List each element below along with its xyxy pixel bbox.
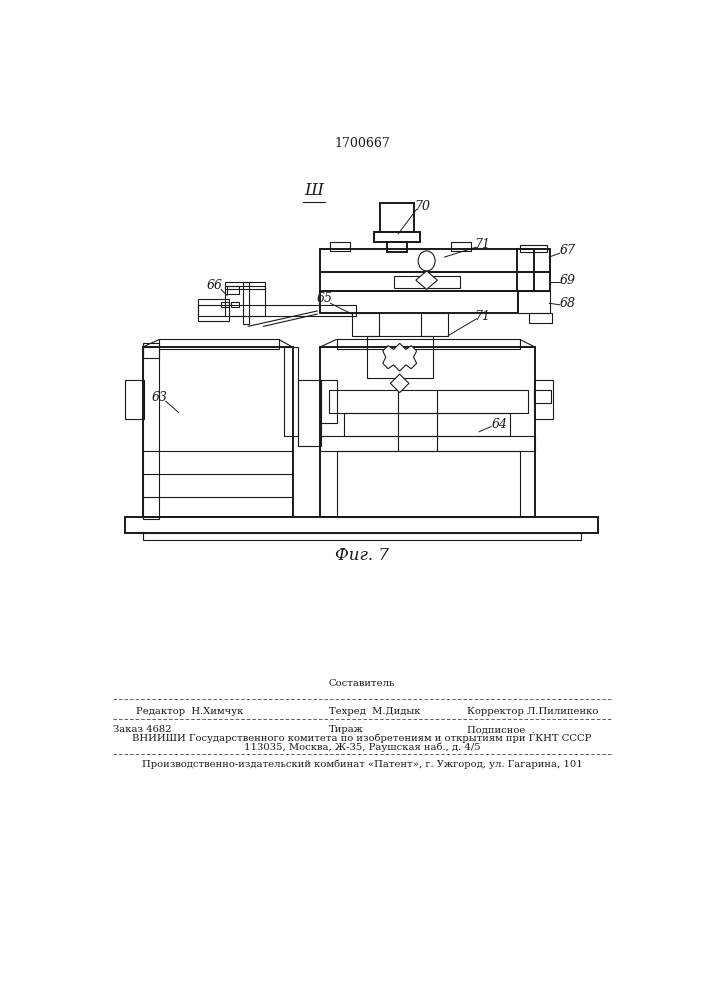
Text: Тираж: Тираж	[329, 725, 363, 734]
Text: 66: 66	[207, 279, 223, 292]
Bar	[320, 291, 518, 312]
Bar	[227, 286, 239, 294]
Text: Ш: Ш	[305, 182, 324, 199]
Bar	[352, 312, 379, 336]
Bar	[231, 302, 239, 307]
Bar	[421, 312, 448, 336]
Text: Корректор Л.Пилипенко: Корректор Л.Пилипенко	[467, 707, 599, 716]
Bar	[387, 242, 407, 252]
Bar	[320, 249, 534, 272]
Bar	[320, 380, 337, 423]
Text: 67: 67	[559, 244, 575, 257]
Text: 71: 71	[475, 238, 491, 251]
Text: 65: 65	[317, 292, 333, 305]
Text: 64: 64	[492, 418, 508, 431]
Bar	[520, 245, 547, 252]
Bar	[518, 272, 550, 291]
Bar	[368, 336, 433, 378]
Bar	[225, 286, 265, 316]
Text: Подписное  .: Подписное .	[467, 725, 535, 734]
Bar	[221, 302, 229, 307]
Bar	[329, 389, 527, 413]
Text: 71: 71	[475, 310, 491, 323]
Bar	[284, 347, 298, 436]
Text: 63: 63	[151, 391, 168, 404]
Bar	[198, 305, 356, 316]
Bar	[320, 436, 535, 451]
Bar	[534, 380, 553, 419]
Bar	[518, 249, 550, 272]
Text: 68: 68	[559, 297, 575, 310]
Text: Фиг. 7: Фиг. 7	[335, 547, 389, 564]
Bar	[529, 312, 552, 323]
Text: Техред  М.Дидык: Техред М.Дидык	[329, 707, 421, 716]
Bar	[451, 242, 471, 251]
Polygon shape	[390, 374, 409, 393]
Bar	[125, 380, 144, 419]
Text: Заказ 4682: Заказ 4682	[113, 725, 172, 734]
Bar	[298, 380, 321, 446]
Text: Редактор  Н.Химчук: Редактор Н.Химчук	[136, 707, 244, 716]
Bar	[373, 232, 420, 242]
Text: ВНИИШИ Государственного комитета по изобретениям и открытиям при ГКНТ СССР: ВНИИШИ Государственного комитета по изоб…	[132, 734, 592, 743]
Bar	[344, 413, 510, 436]
Bar	[143, 343, 160, 519]
Bar	[143, 533, 581, 540]
Bar	[320, 272, 534, 291]
Text: Производственно-издательский комбинат «Патент», г. Ужгород, ул. Гагарина, 101: Производственно-издательский комбинат «П…	[141, 759, 583, 769]
Bar	[143, 347, 160, 358]
Bar	[534, 389, 551, 403]
Bar	[337, 339, 520, 349]
Bar	[337, 451, 520, 517]
Bar	[380, 203, 414, 232]
Bar	[225, 282, 265, 289]
Bar	[320, 347, 535, 517]
Bar	[330, 242, 350, 251]
Polygon shape	[416, 271, 438, 289]
Bar	[143, 347, 293, 517]
Text: Составитель: Составитель	[329, 679, 395, 688]
Text: 1700667: 1700667	[334, 137, 390, 150]
Bar	[518, 291, 550, 312]
Bar	[125, 517, 598, 533]
Text: 69: 69	[559, 274, 575, 287]
Text: 113035, Москва, Ж-35, Раушская наб., д. 4/5: 113035, Москва, Ж-35, Раушская наб., д. …	[244, 742, 480, 752]
Bar	[198, 299, 229, 321]
Bar	[160, 339, 279, 349]
Bar	[395, 276, 460, 288]
Polygon shape	[382, 343, 416, 371]
Ellipse shape	[418, 251, 435, 271]
Text: 70: 70	[415, 200, 431, 213]
Bar	[243, 282, 249, 324]
